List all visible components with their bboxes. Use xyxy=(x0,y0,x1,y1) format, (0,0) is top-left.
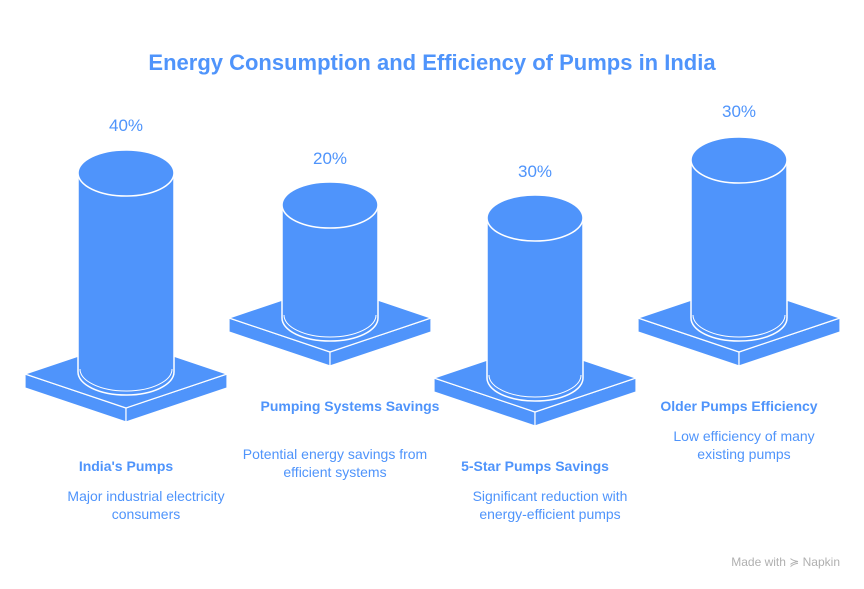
cylinder-top-3 xyxy=(486,194,584,242)
category-description: Low efficiency of many existing pumps xyxy=(673,428,815,462)
cylinder-top-4 xyxy=(690,136,788,184)
value-label: 30% xyxy=(517,162,553,181)
category-label: Older Pumps Efficiency xyxy=(660,398,818,414)
cylinder-top-2 xyxy=(281,181,379,229)
value-label: 20% xyxy=(312,149,348,168)
cylinder-bottom-rim xyxy=(283,314,377,338)
category-label: Pumping Systems Savings xyxy=(260,398,440,414)
cylinder-bottom-rim xyxy=(488,374,582,398)
cylinder-bottom-rim xyxy=(79,368,173,392)
chart-title: Energy Consumption and Efficiency of Pum… xyxy=(148,50,716,75)
category-description: Significant reduction with energy-effici… xyxy=(472,488,628,522)
category-label: India's Pumps xyxy=(78,458,174,474)
cylinder-top-1 xyxy=(77,149,175,197)
value-label: 30% xyxy=(721,102,757,121)
category-description: Major industrial electricity consumers xyxy=(67,488,225,522)
category-label: 5-Star Pumps Savings xyxy=(461,458,609,474)
value-label: 40% xyxy=(108,116,144,135)
cylinder-body-2 xyxy=(281,204,379,342)
cylinder-body-1 xyxy=(77,172,175,396)
category-description: Potential energy savings from efficient … xyxy=(242,446,428,480)
cylinder-body-4 xyxy=(690,159,788,342)
watermark: Made with ≽ Napkin xyxy=(731,555,840,569)
cylinder-body-3 xyxy=(486,217,584,402)
cylinder-bottom-rim xyxy=(692,314,786,338)
